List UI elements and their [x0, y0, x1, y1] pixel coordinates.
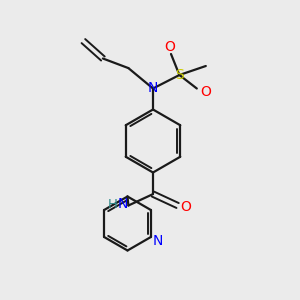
Text: H: H	[108, 197, 118, 211]
Text: N: N	[118, 197, 128, 211]
Text: O: O	[200, 85, 211, 99]
Text: N: N	[148, 82, 158, 95]
Text: O: O	[164, 40, 175, 53]
Text: N: N	[152, 234, 163, 248]
Text: S: S	[175, 68, 184, 82]
Text: O: O	[181, 200, 191, 214]
